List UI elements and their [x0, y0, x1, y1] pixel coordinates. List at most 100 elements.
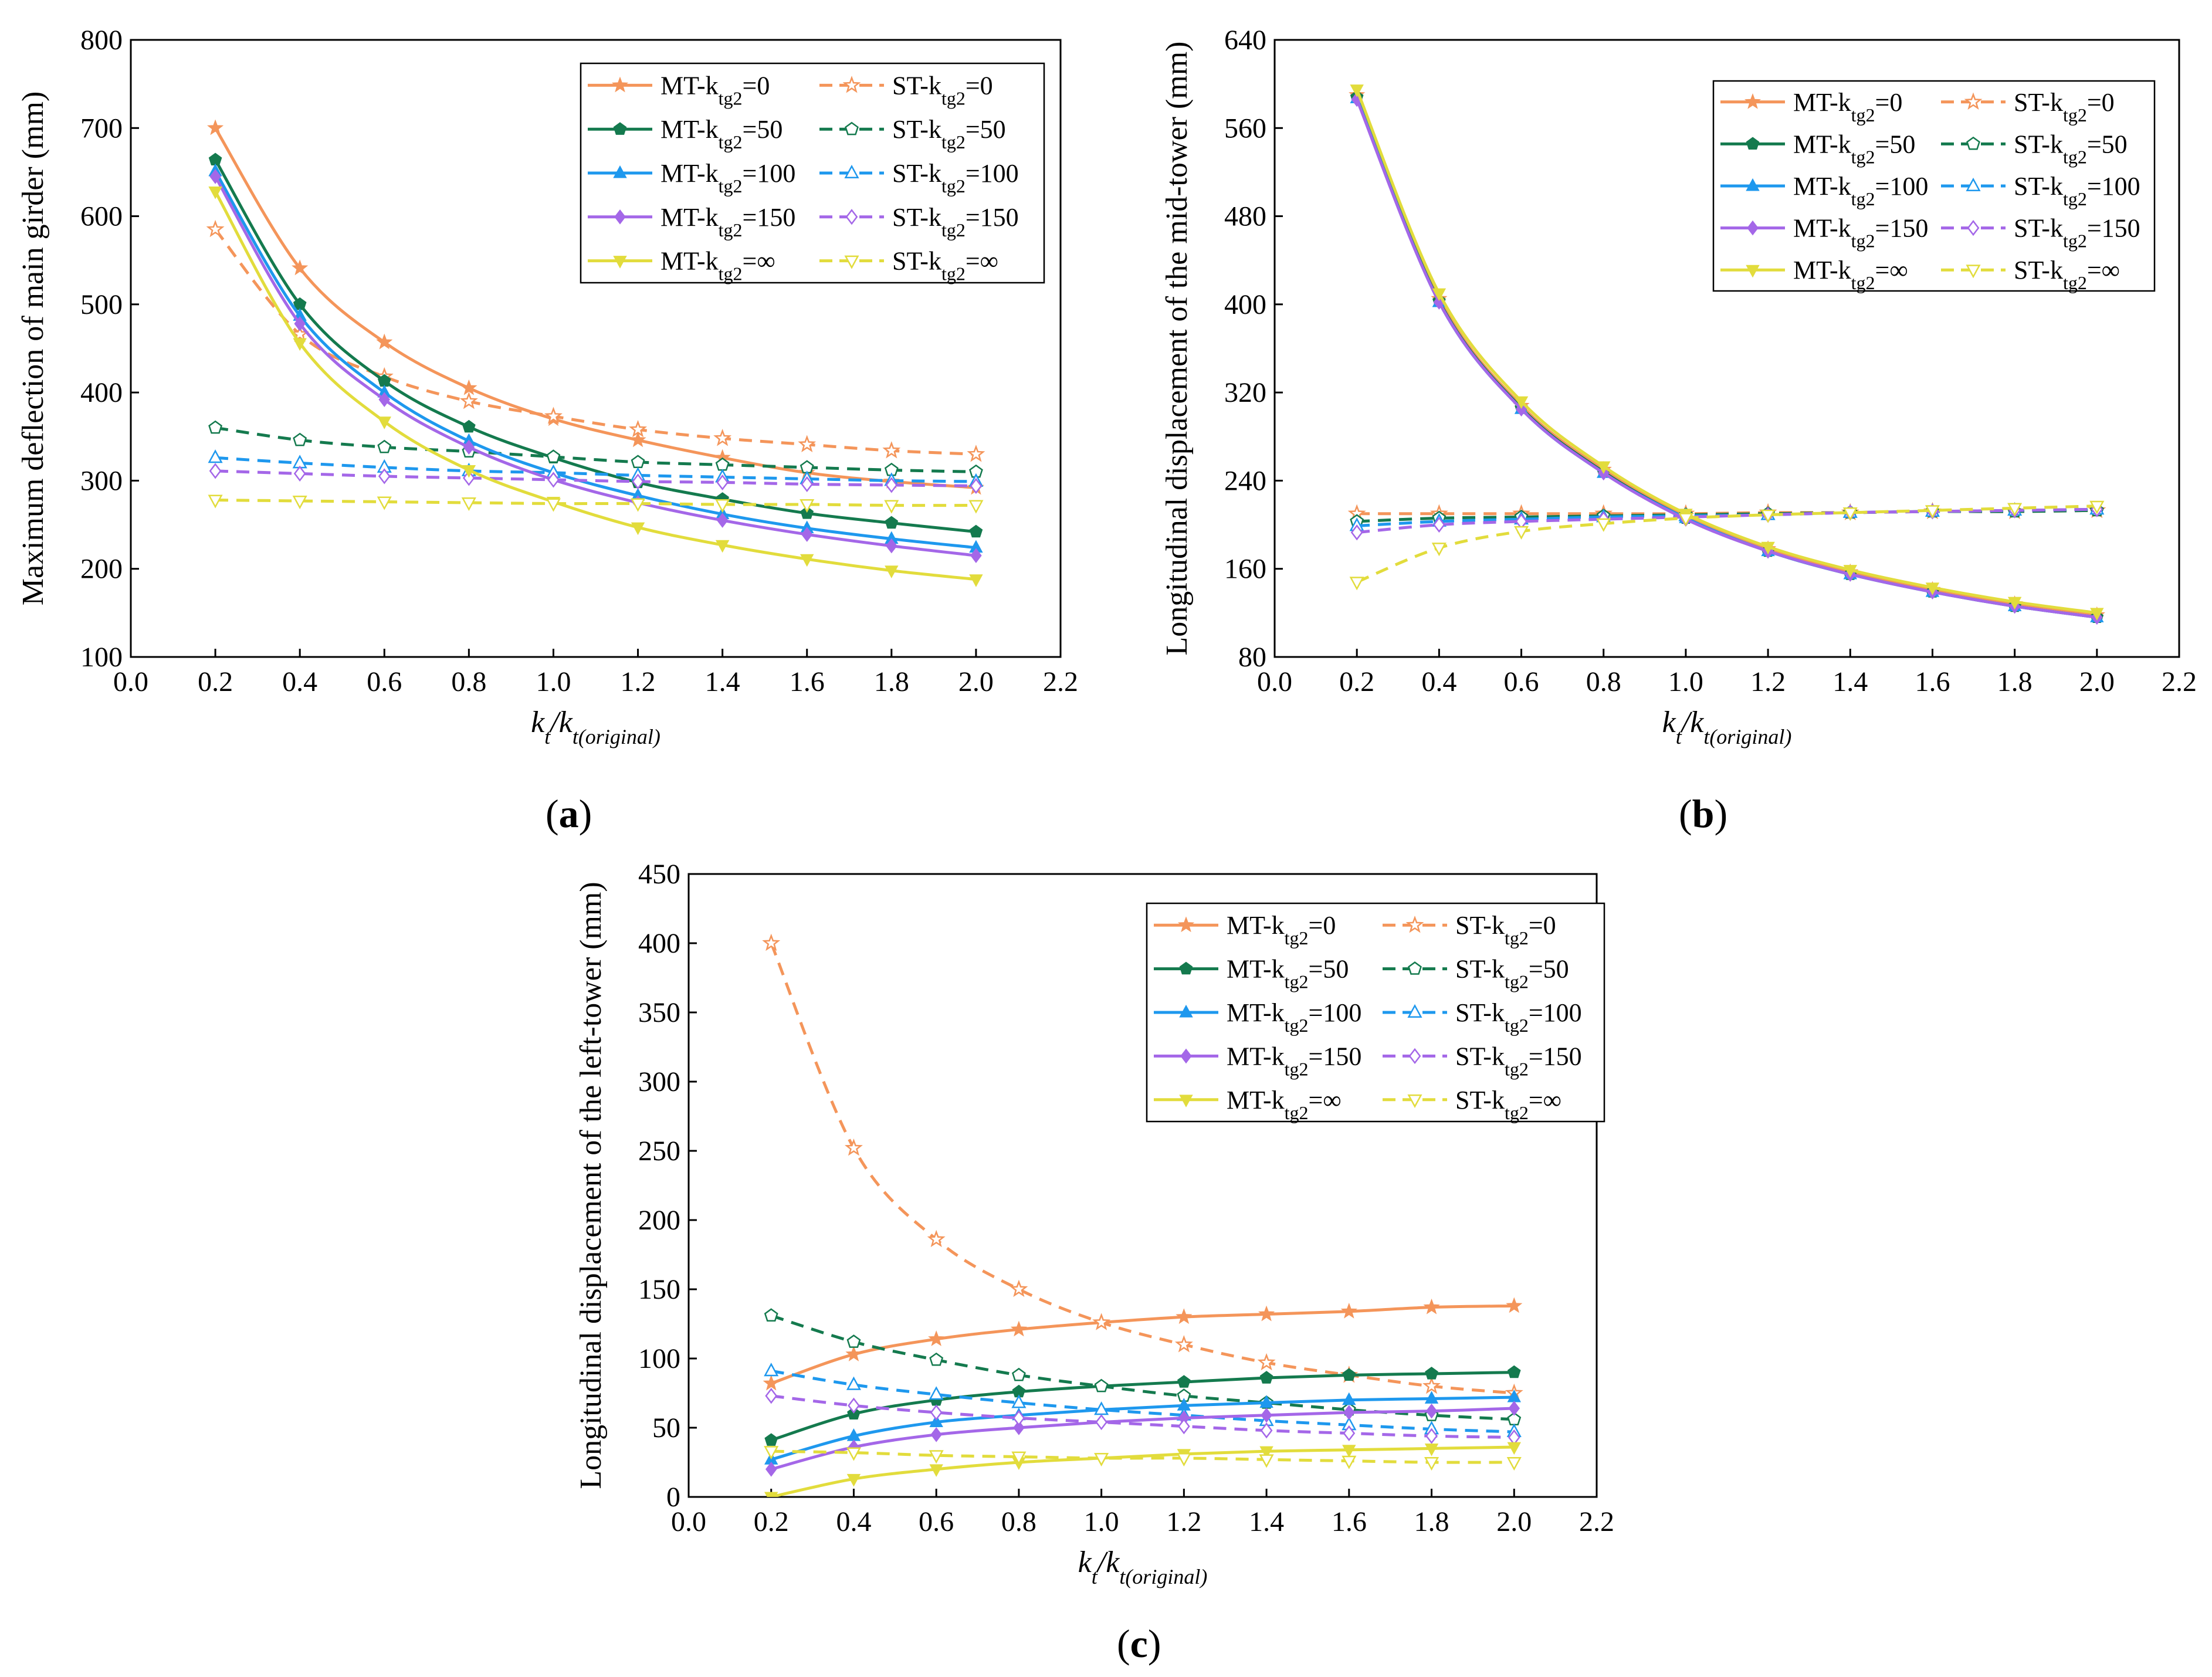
legend-label-subscript: tg2 [1505, 971, 1529, 992]
legend-label-subscript: tg2 [719, 175, 743, 197]
legend-label: ST-ktg2=100 [2014, 172, 2140, 209]
series-ST-ktg2=50 [208, 420, 983, 478]
legend-label-suffix: =100 [1529, 998, 1582, 1027]
y-tick-label: 400 [80, 377, 123, 408]
x-tick-label: 0.8 [1586, 666, 1621, 697]
series-MT-ktg2=∞ [208, 187, 983, 587]
data-point-marker [764, 1363, 779, 1377]
data-point-marker [1011, 1394, 1027, 1408]
legend-label-subscript: tg2 [2063, 231, 2087, 252]
legend-label: ST-ktg2=150 [892, 203, 1019, 240]
data-point-marker [1177, 1418, 1190, 1435]
series-MT-ktg2=∞ [764, 1442, 1521, 1497]
data-point-marker [1013, 1420, 1025, 1435]
data-point-marker [968, 500, 984, 514]
data-point-marker [1343, 1405, 1355, 1420]
x-tick-label: 0.6 [919, 1506, 954, 1537]
legend-item: ST-ktg2=0 [1941, 88, 2115, 126]
legend-marker [1407, 1004, 1422, 1018]
series-MT-ktg2=150 [765, 1401, 1520, 1477]
data-point-marker [715, 540, 730, 553]
legend-label-prefix: MT-k [1793, 172, 1851, 201]
data-point-marker [461, 497, 476, 511]
data-point-marker [1174, 1335, 1193, 1353]
legend-label-subscript: tg2 [941, 263, 966, 284]
legend-item: ST-ktg2=150 [819, 203, 1019, 240]
data-point-marker [377, 496, 392, 510]
legend-label-prefix: MT-k [1227, 1042, 1285, 1070]
legend-item: MT-ktg2=50 [1720, 130, 1915, 167]
data-point-marker [2090, 608, 2104, 621]
data-point-marker [1094, 1452, 1109, 1467]
data-point-marker [1513, 526, 1529, 540]
data-point-marker [1011, 1367, 1026, 1381]
data-point-marker [377, 416, 391, 429]
x-tick-label: 0.4 [1421, 666, 1456, 697]
series-line [214, 175, 977, 557]
data-point-marker [1342, 1455, 1357, 1469]
legend-label: MT-ktg2=100 [1793, 172, 1928, 209]
legend-label-suffix: =100 [1875, 172, 1929, 201]
legend-marker [1966, 136, 1980, 150]
legend-label-prefix: MT-k [660, 203, 719, 232]
legend-label-suffix: =150 [1875, 214, 1929, 243]
series-ST-ktg2=100 [764, 1363, 1522, 1438]
y-tick-label: 0 [666, 1482, 680, 1513]
data-point-marker [848, 1397, 860, 1414]
legend-label: MT-ktg2=100 [660, 159, 795, 197]
y-tick-label: 300 [80, 465, 123, 496]
legend-label-subscript: tg2 [1505, 1102, 1529, 1123]
y-tick-label: 80 [1238, 642, 1266, 673]
data-point-marker [1596, 518, 1611, 532]
data-point-marker [884, 500, 899, 514]
data-point-marker [629, 431, 646, 448]
legend-marker [1966, 265, 1981, 279]
legend-label-prefix: ST-k [1455, 955, 1505, 984]
x-axis-title: kt/kt(original) [1662, 706, 1792, 748]
data-point-marker [547, 472, 560, 488]
series-MT-ktg2=0 [763, 1297, 1523, 1391]
x-tick-label: 0.0 [113, 666, 148, 697]
series-layer [1347, 84, 2106, 625]
data-point-marker [927, 1229, 946, 1248]
x-tick-label: 1.2 [1750, 666, 1786, 697]
y-tick-label: 240 [1224, 465, 1266, 496]
legend-label: ST-ktg2=100 [892, 159, 1019, 197]
x-tick-label: 0.8 [451, 666, 486, 697]
legend-marker [844, 164, 859, 178]
data-point-marker [1259, 1395, 1273, 1408]
y-tick-label: 400 [638, 928, 680, 959]
data-point-marker [1257, 1353, 1276, 1371]
data-point-marker [2007, 503, 2023, 517]
panel-label: (a) [546, 791, 592, 836]
y-axis-title: Longitudinal displacement of the mid-tow… [1160, 42, 1194, 656]
data-point-marker [764, 1308, 778, 1322]
y-tick-label: 350 [638, 997, 680, 1028]
data-point-marker [630, 498, 646, 512]
data-point-marker [2089, 500, 2105, 514]
plot-frame [687, 873, 1598, 1498]
legend-marker [1177, 916, 1195, 933]
legend-label-subscript: tg2 [1285, 1015, 1309, 1036]
legend-marker [1746, 265, 1760, 278]
data-point-marker [462, 465, 476, 478]
x-tick-label: 1.6 [1915, 666, 1950, 697]
legend-box [1146, 902, 1605, 1123]
legend-label-subscript: tg2 [941, 87, 966, 109]
legend-label-prefix: MT-k [660, 115, 719, 144]
y-tick-label: 800 [80, 25, 123, 56]
x-tick-label: 1.0 [1668, 666, 1703, 697]
data-point-marker [629, 420, 648, 438]
data-point-marker [930, 1427, 942, 1442]
legend-item: ST-ktg2=150 [1383, 1042, 1582, 1079]
data-point-marker [885, 565, 899, 578]
data-point-marker [929, 1450, 944, 1464]
y-tick-label: 500 [80, 289, 123, 320]
series-line [214, 228, 977, 456]
legend-label-subscript: tg2 [2063, 272, 2087, 293]
legend-label: ST-ktg2=50 [2014, 130, 2128, 167]
legend-label: MT-ktg2=100 [1227, 998, 1361, 1036]
data-point-marker [1843, 565, 1857, 578]
legend-item: ST-ktg2=∞ [819, 247, 998, 284]
data-point-marker [546, 449, 561, 463]
